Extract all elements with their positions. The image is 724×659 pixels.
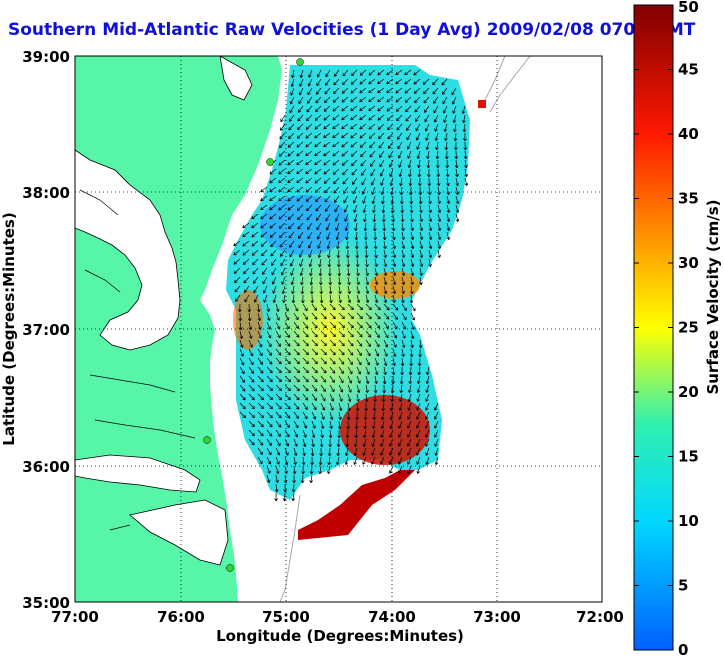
colorbar-tick-label: 45 bbox=[678, 61, 699, 79]
x-tick-label: 72:00 bbox=[576, 608, 624, 626]
coastal-rivers bbox=[79, 189, 196, 531]
colorbar-tick-label: 40 bbox=[678, 125, 699, 143]
bathymetry-contour bbox=[279, 56, 531, 602]
velocity-core-red bbox=[340, 395, 430, 465]
x-tick-label: 73:00 bbox=[473, 608, 521, 626]
y-tick-label: 36:00 bbox=[22, 458, 70, 476]
velocity-core-blue bbox=[260, 195, 350, 255]
colorbar-tick-label: 15 bbox=[678, 448, 699, 466]
chesapeake-bay bbox=[75, 149, 181, 351]
colorbar-tick-label: 50 bbox=[678, 0, 699, 16]
pamlico-sound bbox=[129, 499, 229, 566]
colorbar-tick-label: 30 bbox=[678, 254, 699, 272]
x-axis-label: Longitude (Degrees:Minutes) bbox=[216, 627, 464, 645]
colorbar-tick-label: 35 bbox=[678, 190, 699, 208]
colorbar-tick-label: 25 bbox=[678, 319, 699, 337]
plot-frame bbox=[74, 55, 603, 603]
y-tick-label: 35:00 bbox=[22, 594, 70, 612]
colorbar-tick-label: 0 bbox=[678, 641, 688, 659]
albemarle-sound bbox=[75, 454, 201, 493]
y-tick-label: 39:00 bbox=[22, 48, 70, 66]
colorbar: 0 5 10 15 20 25 30 35 40 45 50 Surface Velocity (c… bbox=[633, 0, 722, 659]
y-axis: 39:00 38:00 37:00 36:00 35:00 Latitude (… bbox=[0, 48, 70, 612]
radar-station-marker bbox=[266, 158, 274, 166]
x-axis: 77:00 76:00 75:00 74:00 73:00 72:00 Long… bbox=[51, 608, 624, 645]
radar-station-marker bbox=[226, 564, 234, 572]
northeast-red-cell bbox=[478, 100, 486, 108]
y-tick-label: 37:00 bbox=[22, 321, 70, 339]
colorbar-tick-label: 20 bbox=[678, 383, 699, 401]
y-axis-label: Latitude (Degrees:Minutes) bbox=[0, 212, 18, 445]
colorbar-tick-label: 5 bbox=[678, 577, 688, 595]
x-tick-label: 77:00 bbox=[51, 608, 99, 626]
radar-station-marker bbox=[203, 436, 211, 444]
delaware-bay bbox=[219, 56, 253, 101]
velocity-core-left bbox=[233, 290, 263, 350]
y-tick-label: 38:00 bbox=[22, 184, 70, 202]
map-title: Southern Mid-Atlantic Raw Velocities (1 … bbox=[8, 20, 696, 40]
velocity-core-orange bbox=[370, 271, 420, 299]
x-tick-label: 74:00 bbox=[368, 608, 416, 626]
southern-red-cells bbox=[298, 470, 415, 540]
colorbar-label: Surface Velocity (cm/s) bbox=[704, 199, 722, 394]
radar-station-marker bbox=[296, 58, 304, 66]
colorbar-gradient bbox=[633, 4, 674, 651]
x-tick-label: 75:00 bbox=[262, 608, 310, 626]
x-tick-label: 76:00 bbox=[157, 608, 205, 626]
colorbar-tick-label: 10 bbox=[678, 512, 699, 530]
grid-lines bbox=[75, 56, 602, 602]
